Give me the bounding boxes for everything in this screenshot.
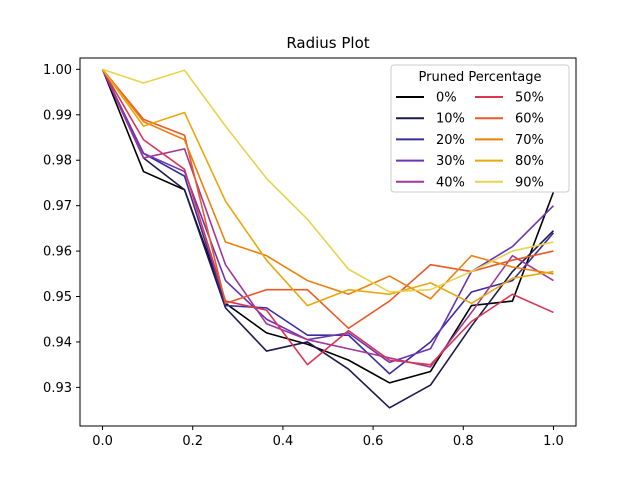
x-tick-label: 0.8	[453, 434, 474, 449]
y-axis: 0.93 0.94 0.95 0.96 0.97 0.98 0.99 1.00	[43, 63, 80, 396]
series-line-6	[101, 68, 554, 330]
series-line-9	[102, 68, 554, 293]
legend-label-3: 30%	[436, 154, 465, 169]
legend-box	[390, 64, 570, 193]
y-tick-label: 0.97	[43, 199, 72, 214]
chart-title: Radius Plot	[286, 34, 369, 52]
legend-label-6: 60%	[515, 112, 544, 127]
series-line-5	[101, 68, 554, 366]
y-tick-label: 0.98	[43, 154, 72, 169]
legend: Pruned Percentage 0% 10% 20% 30% 40% 50% 60% 70…	[390, 64, 570, 193]
y-tick-label: 0.96	[43, 245, 72, 260]
x-tick-label: 0.6	[363, 434, 384, 449]
x-tick-label: 0.2	[182, 434, 203, 449]
series-layer	[101, 68, 555, 409]
legend-title: Pruned Percentage	[419, 70, 542, 85]
x-tick-label: 0.0	[92, 434, 113, 449]
series-line-4	[101, 69, 554, 368]
y-tick-label: 0.94	[43, 335, 72, 350]
y-tick-label: 0.95	[43, 290, 72, 305]
legend-label-5: 50%	[515, 91, 544, 106]
legend-label-9: 90%	[515, 175, 544, 190]
x-axis: 0.0 0.2 0.4 0.6 0.8 1.0	[92, 426, 564, 449]
series-line-7	[101, 68, 554, 300]
series-line-8	[101, 68, 554, 307]
legend-label-0: 0%	[436, 91, 457, 106]
series-line-2	[101, 69, 555, 375]
x-tick-label: 0.4	[273, 434, 294, 449]
plot-frame	[79, 57, 577, 427]
y-tick-label: 1.00	[43, 63, 72, 78]
legend-label-7: 70%	[515, 133, 544, 148]
legend-label-2: 20%	[436, 133, 465, 148]
y-tick-label: 0.99	[43, 108, 72, 123]
legend-label-8: 80%	[515, 154, 544, 169]
legend-label-4: 40%	[436, 175, 465, 190]
series-line-0	[101, 69, 555, 384]
x-tick-label: 1.0	[543, 434, 564, 449]
legend-label-1: 10%	[436, 112, 465, 127]
y-tick-label: 0.93	[43, 381, 72, 396]
